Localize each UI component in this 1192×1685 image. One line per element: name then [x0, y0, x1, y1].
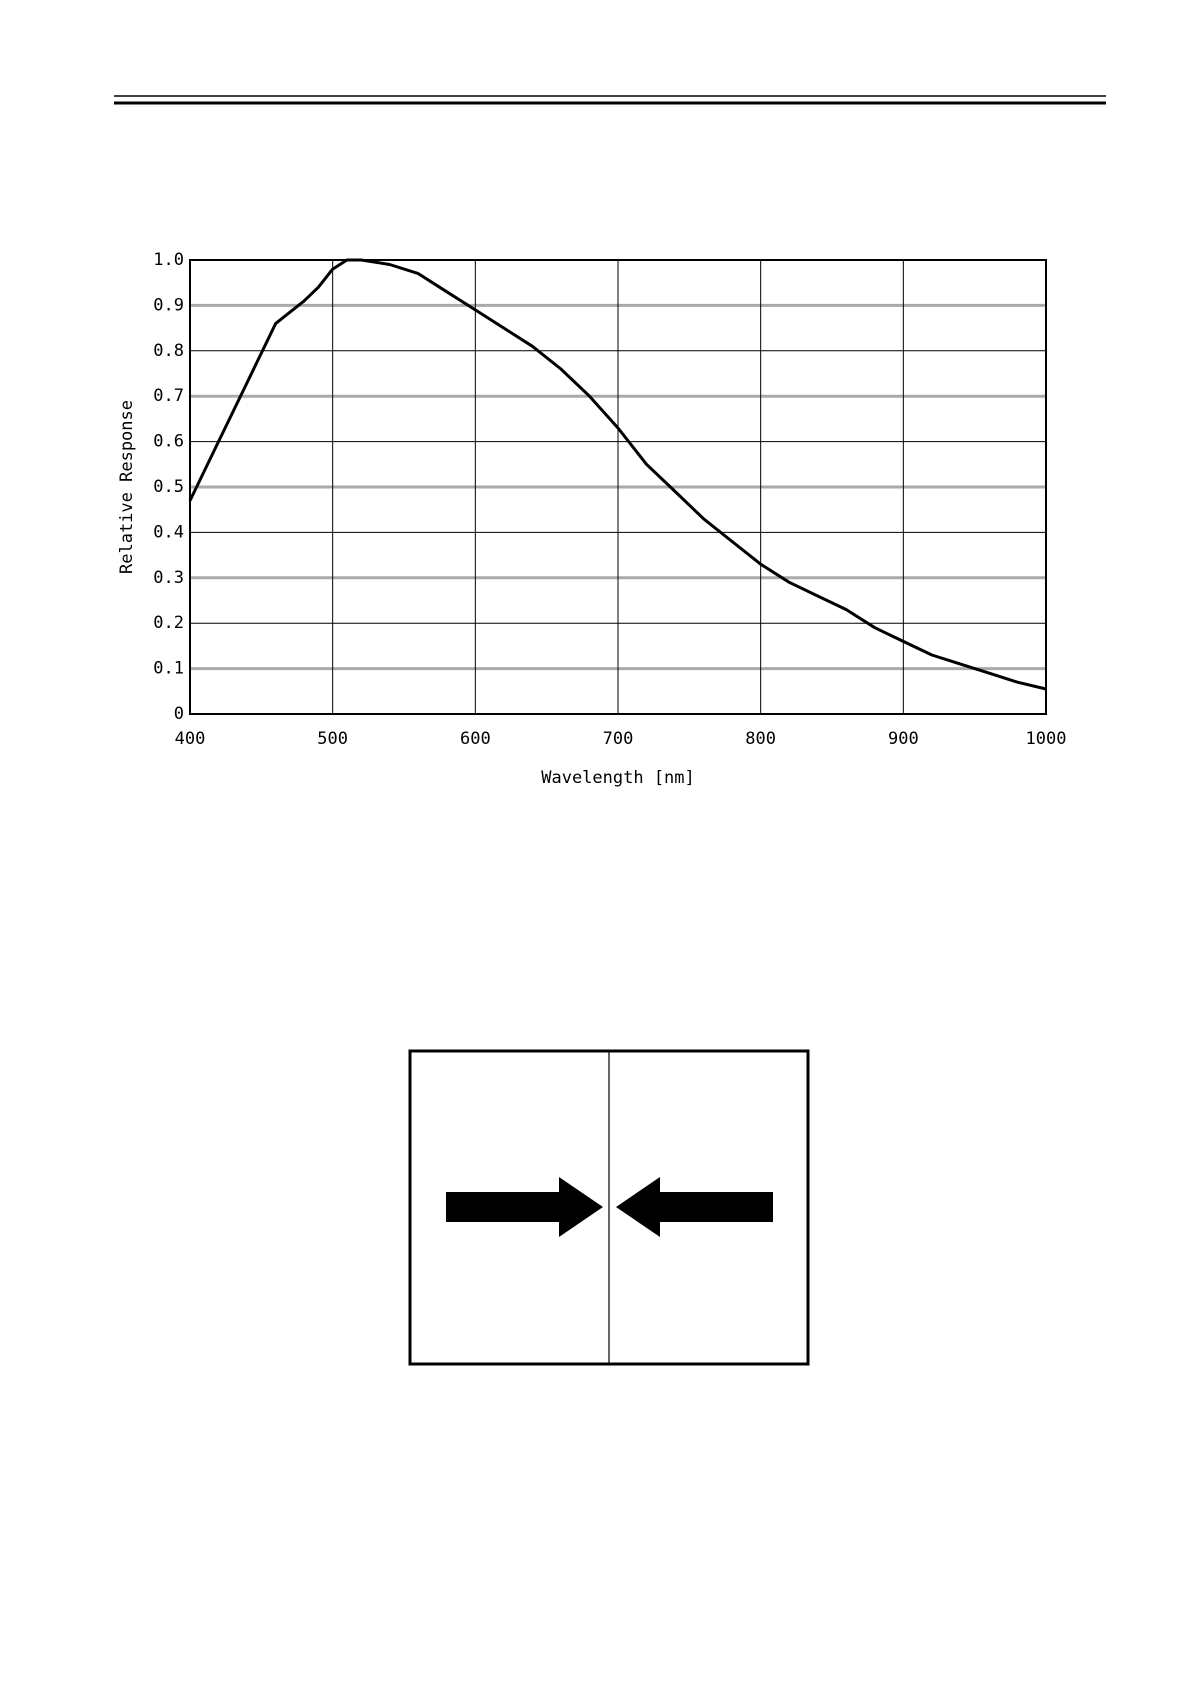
y-tick-label: 0.8 — [153, 341, 184, 361]
y-tick-label: 0.7 — [153, 386, 184, 406]
arrow-right — [446, 1177, 603, 1237]
y-axis-label: Relative Response — [117, 400, 137, 574]
response-curve — [188, 258, 1047, 691]
plot-frame — [189, 259, 1047, 715]
x-tick-label: 600 — [460, 729, 491, 749]
y-tick-label: 0.5 — [153, 477, 184, 497]
y-tick-label: 1.0 — [153, 250, 184, 270]
x-tick-label: 900 — [888, 729, 919, 749]
chart: 0 0.1 0.2 0.3 0.4 0.5 0.6 0.7 0.8 0.9 1.0 400 500 600… — [117, 250, 1066, 788]
y-tick-label: 0.1 — [153, 659, 184, 679]
x-tick-label: 1000 — [1026, 729, 1067, 749]
x-axis-label: Wavelength [nm] — [541, 768, 695, 788]
x-tick-label: 800 — [745, 729, 776, 749]
y-tick-label: 0 — [174, 704, 184, 724]
y-tick-label: 0.6 — [153, 432, 184, 452]
y-tick-label: 0.3 — [153, 568, 184, 588]
x-tick-label: 500 — [317, 729, 348, 749]
x-tick-label: 400 — [175, 729, 206, 749]
y-tick-label: 0.4 — [153, 522, 184, 542]
y-tick-label: 0.9 — [153, 295, 184, 315]
split-figure — [408, 1049, 810, 1366]
y-tick-label: 0.2 — [153, 613, 184, 633]
x-tick-label: 700 — [603, 729, 634, 749]
arrow-left — [616, 1177, 773, 1237]
